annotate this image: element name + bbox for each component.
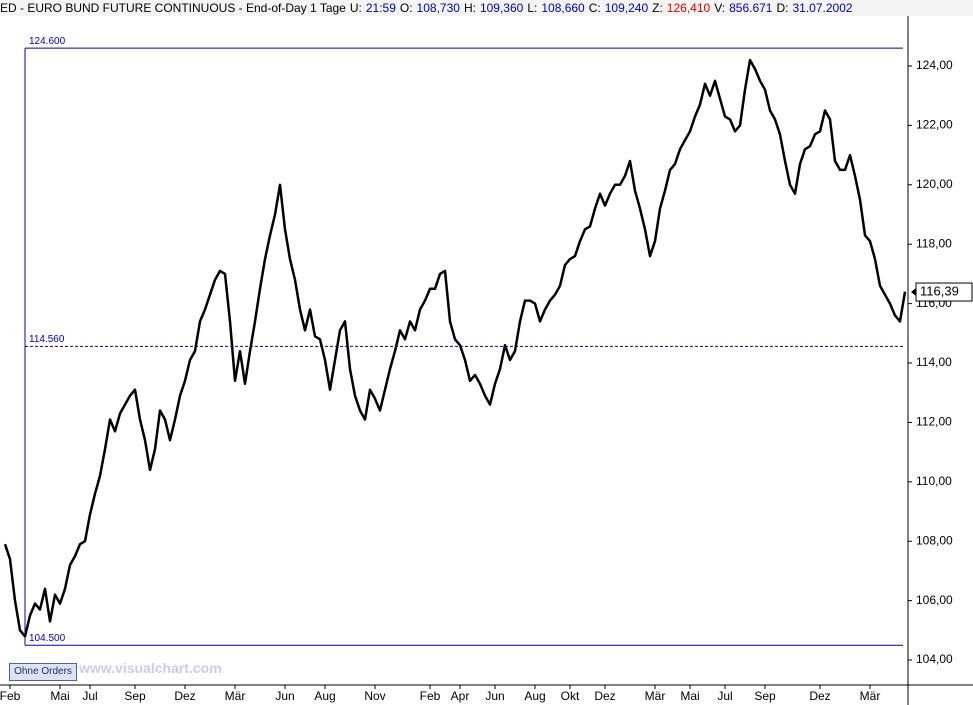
field-key: C: <box>588 1 601 15</box>
x-tick-label: Feb <box>420 689 441 703</box>
x-tick-label: Sep <box>124 689 146 703</box>
field-key: O: <box>399 1 413 15</box>
y-tick-label: 124,00 <box>916 58 953 72</box>
last-price-label: 116,39 <box>920 283 959 298</box>
field-value: 31.07.2002 <box>792 1 853 15</box>
field-key: U: <box>349 1 362 15</box>
y-tick-label: 114,00 <box>916 355 952 369</box>
x-tick-label: Dez <box>594 689 615 703</box>
y-tick-label: 104,00 <box>916 652 953 666</box>
field-key: L: <box>527 1 538 15</box>
field-value: 108,730 <box>416 1 460 15</box>
field-key: V: <box>714 1 726 15</box>
level-label: 104.500 <box>29 633 66 644</box>
x-tick-label: Mai <box>50 689 69 703</box>
x-tick-label: Nov <box>364 689 385 703</box>
x-tick-label: Dez <box>809 689 830 703</box>
y-tick-label: 112,00 <box>916 415 952 429</box>
last-price-pointer <box>911 288 916 297</box>
field-value: 856.671 <box>729 1 773 15</box>
field-value: 109,240 <box>604 1 649 15</box>
field-value: 21:59 <box>365 1 396 15</box>
y-tick-label: 106,00 <box>916 593 953 607</box>
x-tick-label: Mai <box>680 689 699 703</box>
x-tick-label: Mär <box>860 689 881 703</box>
x-tick-label: Jul <box>82 689 97 703</box>
last-price-box <box>915 282 973 302</box>
y-tick-label: 118,00 <box>916 236 952 250</box>
x-tick-label: Aug <box>524 689 545 703</box>
price-line <box>3 58 907 638</box>
x-tick-label: Aug <box>314 689 335 703</box>
x-tick-label: Okt <box>561 689 580 703</box>
y-tick-label: 120,00 <box>916 177 953 191</box>
y-tick-label: 108,00 <box>916 533 953 547</box>
x-tick-label: Mär <box>225 689 246 703</box>
field-value: 126,410 <box>666 1 711 15</box>
header: ED - EURO BUND FUTURE CONTINUOUS - End-o… <box>0 0 973 16</box>
x-tick-label: Mär <box>645 689 666 703</box>
x-tick-label: Sep <box>754 689 776 703</box>
field-key: H: <box>463 1 476 15</box>
x-tick-label: Jul <box>717 689 732 703</box>
x-tick-label: Dez <box>174 689 195 703</box>
x-tick-label: Jun <box>485 689 504 703</box>
x-tick-label: Jun <box>275 689 294 703</box>
field-value: 109,360 <box>479 1 524 15</box>
field-value: 108,660 <box>541 1 585 15</box>
orders-button[interactable]: Ohne Orders <box>9 663 77 681</box>
field-key: D: <box>776 1 789 15</box>
watermark: www.visualchart.com <box>79 660 222 676</box>
y-tick-label: 110,00 <box>916 474 952 488</box>
x-tick-label: Feb <box>0 689 21 703</box>
x-tick-label: Apr <box>451 689 470 703</box>
level-label: 114.560 <box>29 334 65 345</box>
field-key: Z: <box>652 1 663 15</box>
header-title: ED - EURO BUND FUTURE CONTINUOUS - End-o… <box>0 1 346 15</box>
y-tick-label: 122,00 <box>916 118 953 132</box>
level-label: 124.600 <box>29 36 66 47</box>
